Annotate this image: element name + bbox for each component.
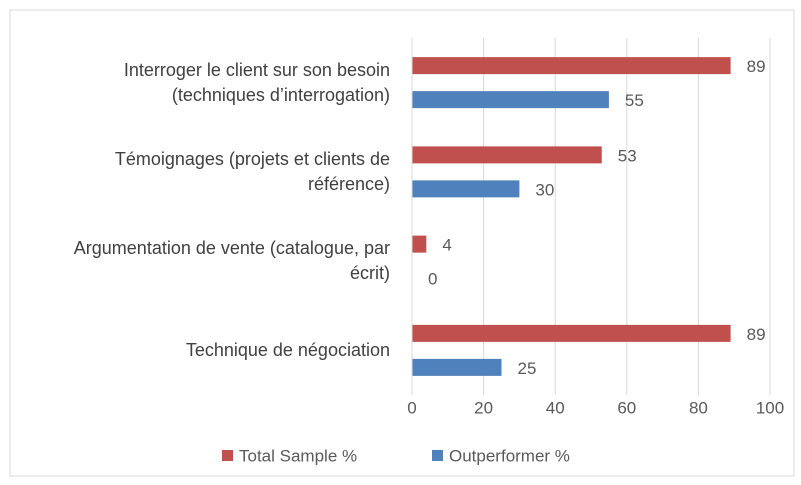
data-label: 53: [618, 146, 637, 165]
y-tick-label: Argumentation de vente (catalogue, par é…: [73, 238, 390, 284]
x-tick-label: 100: [756, 398, 784, 417]
bar: [412, 57, 731, 75]
data-label: 89: [747, 57, 766, 76]
bar: [412, 358, 502, 376]
bar: [412, 91, 609, 109]
legend-swatch: [222, 450, 233, 461]
data-label: 55: [625, 91, 644, 110]
x-tick-label: 40: [546, 398, 565, 417]
data-label: 4: [442, 236, 451, 255]
x-tick-label: 60: [617, 398, 636, 417]
data-label: 30: [535, 180, 554, 199]
chart-border: [9, 9, 795, 477]
bar: [412, 180, 520, 198]
legend-label: Outperformer %: [449, 446, 570, 465]
y-tick-label: Technique de négociation: [185, 339, 390, 360]
x-tick-label: 0: [407, 398, 416, 417]
y-tick-label: Interroger le client sur son besoin (tec…: [123, 59, 390, 105]
data-label: 25: [518, 359, 537, 378]
y-tick-label: Témoignages (projets et clients de référ…: [114, 148, 390, 194]
x-tick-label: 20: [474, 398, 493, 417]
legend-label: Total Sample %: [239, 446, 357, 465]
x-tick-label: 80: [689, 398, 708, 417]
bar: [412, 324, 731, 342]
data-label: 89: [747, 325, 766, 344]
bar: [412, 235, 427, 253]
legend-swatch: [432, 450, 443, 461]
data-label: 0: [428, 270, 437, 289]
bar: [412, 146, 602, 164]
